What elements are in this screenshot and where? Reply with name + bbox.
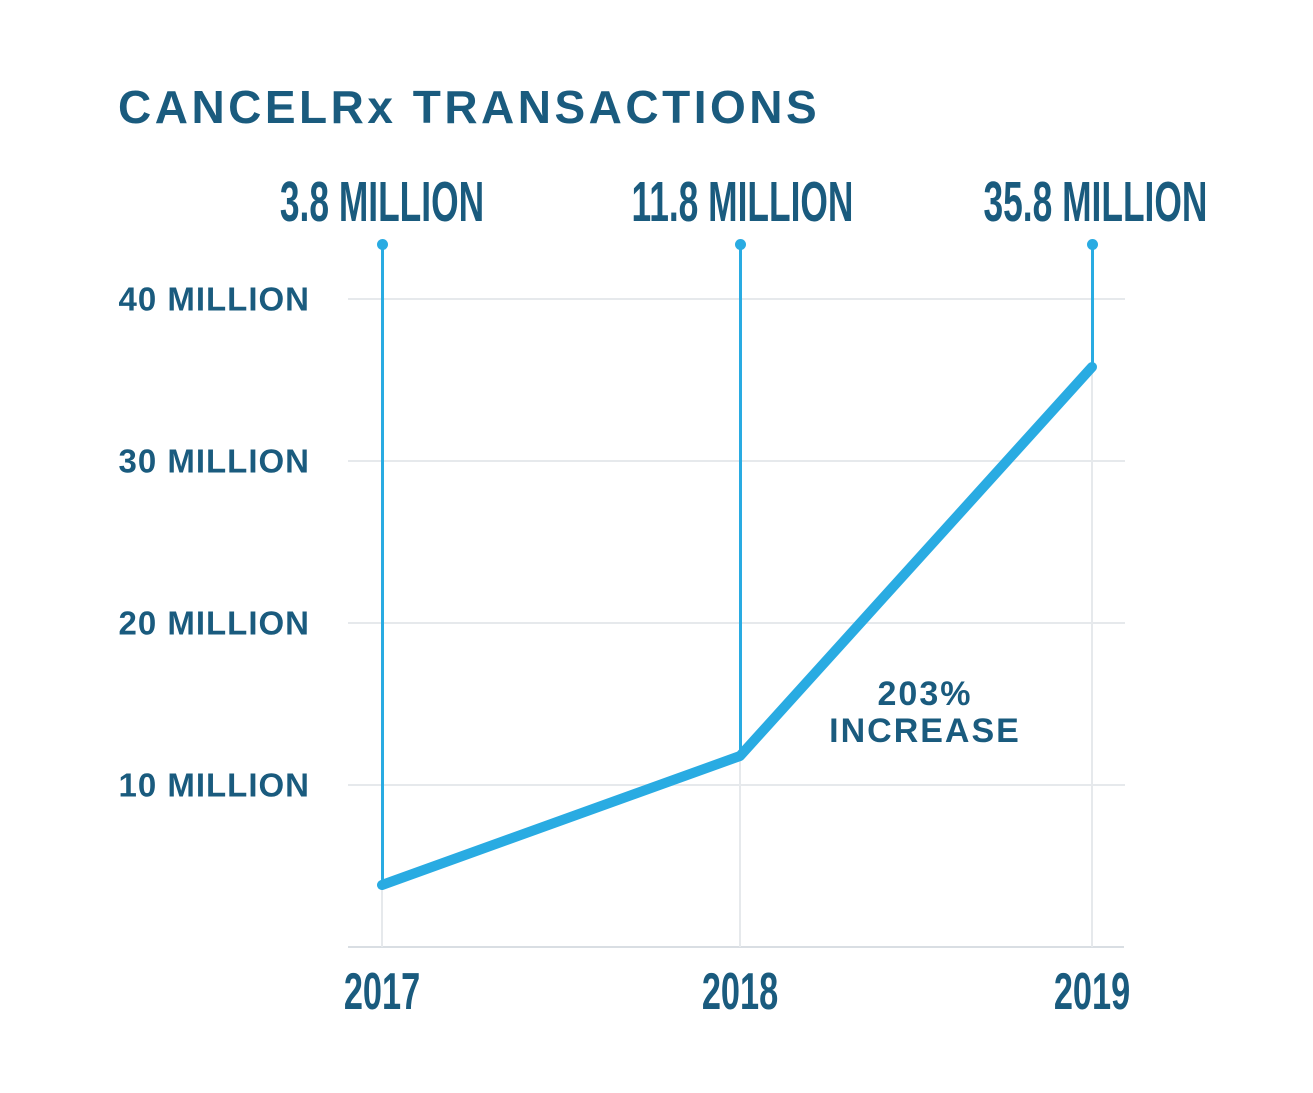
callout-line xyxy=(738,244,742,756)
y-gridline xyxy=(348,460,1125,462)
y-tick-label: 40 MILLION xyxy=(118,280,310,318)
x-tick-label: 2019 xyxy=(1053,963,1131,1021)
point-label: 35.8 MILLION xyxy=(983,170,1208,234)
increase-annotation: 203% INCREASE xyxy=(775,676,1075,750)
x-tick-label: 2017 xyxy=(343,963,421,1021)
y-gridline xyxy=(348,298,1125,300)
x-axis-line xyxy=(348,946,1124,948)
callout-line xyxy=(1090,244,1094,367)
y-gridline xyxy=(348,784,1125,786)
chart-title: CANCELRx TRANSACTIONS xyxy=(118,81,821,133)
data-line xyxy=(377,362,1097,890)
y-tick-label: 10 MILLION xyxy=(118,766,310,804)
point-label: 3.8 MILLION xyxy=(279,170,485,234)
point-label: 11.8 MILLION xyxy=(631,170,854,234)
callout-dot xyxy=(734,238,746,250)
y-gridline xyxy=(348,622,1125,624)
callout-dot xyxy=(1086,238,1098,250)
y-tick-label: 30 MILLION xyxy=(118,442,310,480)
callout-line xyxy=(380,244,384,885)
y-tick-label: 20 MILLION xyxy=(118,604,310,642)
annotation-word: INCREASE xyxy=(829,712,1021,750)
callout-dot xyxy=(376,238,388,250)
x-tick-label: 2018 xyxy=(701,963,779,1021)
annotation-percent: 203% xyxy=(877,675,973,713)
